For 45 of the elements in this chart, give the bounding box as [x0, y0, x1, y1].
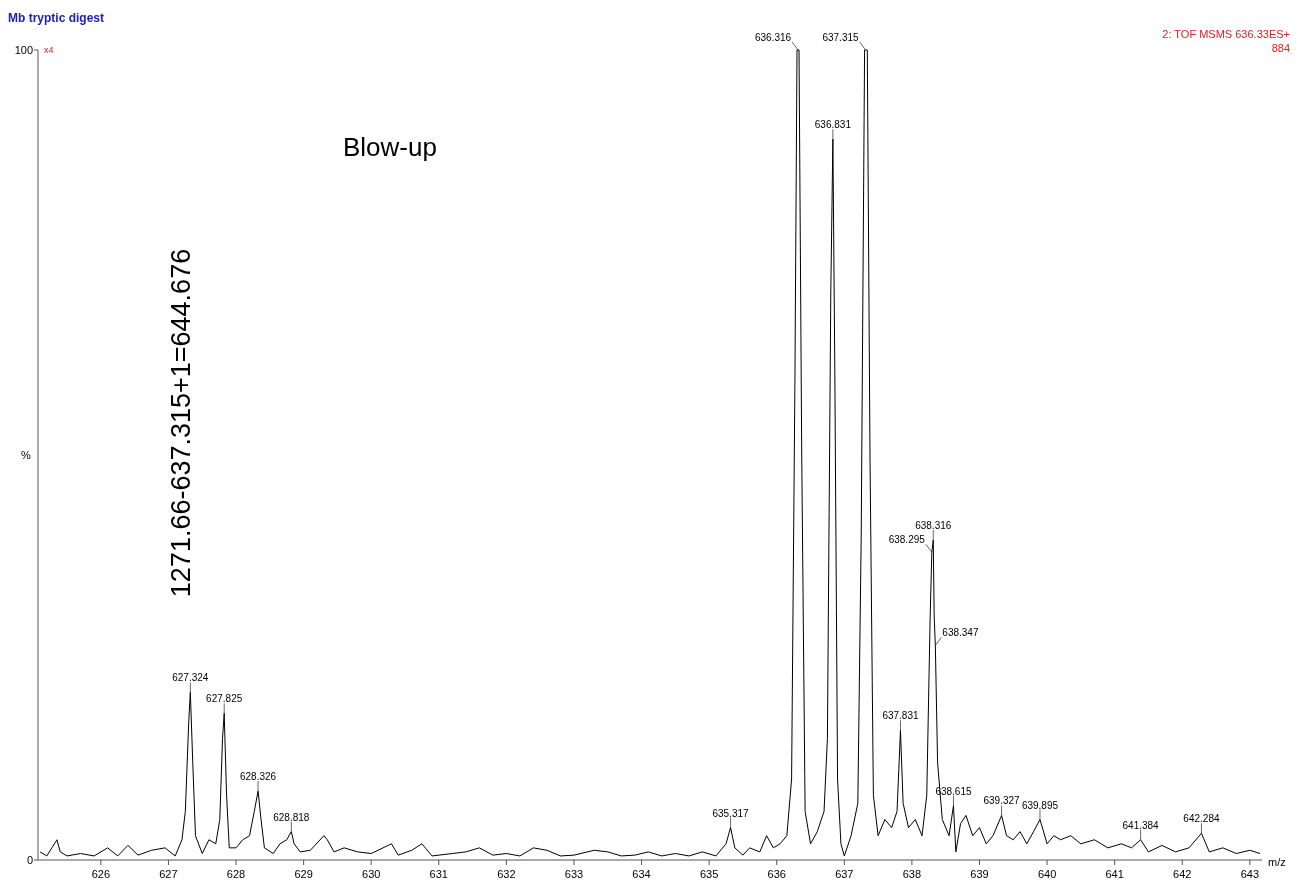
x-tick-label: 632	[497, 868, 516, 880]
annotation: 638.316	[915, 520, 952, 532]
x-tick-label: 636	[767, 868, 786, 880]
x-tick-label: 627	[159, 868, 178, 880]
x-tick-label: 629	[294, 868, 313, 880]
text: 2: TOF MSMS 636.33ES+	[1162, 28, 1290, 40]
x-tick-label: 631	[429, 868, 448, 880]
y-tick-label: 0	[26, 854, 33, 866]
annotation: 642.284	[1183, 813, 1220, 825]
annotation: 635.317	[712, 807, 750, 819]
x-tick-label: 639	[970, 868, 989, 880]
annotation: Blow-up	[343, 132, 437, 162]
x-tick-label: 634	[632, 868, 651, 880]
x-tick-label: 638	[902, 868, 922, 880]
x-tick-label: 637	[835, 868, 854, 880]
x-tick-label: 633	[564, 868, 584, 880]
annotation: 636.831	[814, 119, 852, 131]
annotation: 636.316	[754, 32, 792, 43]
text: 884	[1271, 42, 1290, 54]
x-tick-label: 643	[1240, 868, 1260, 880]
y-tick-label: 100	[14, 44, 33, 56]
annotation: 637.315	[822, 32, 860, 43]
annotation: 638.615	[935, 785, 972, 797]
annotation: 641.384	[1122, 819, 1160, 831]
y-axis-title: %	[21, 449, 32, 461]
annotation: x4	[44, 45, 54, 55]
x-tick-label: 640	[1037, 868, 1057, 880]
annotation: 628.326	[239, 771, 277, 783]
annotation: 639.895	[1021, 799, 1059, 811]
x-tick-label: 641	[1105, 868, 1124, 880]
annotation: 1271.66-637.315+1=644.676	[166, 248, 196, 598]
annotation: 638.347	[942, 627, 979, 639]
annotation: 628.818	[273, 811, 310, 823]
annotation: 627.825	[206, 693, 243, 705]
annotation: 639.327	[983, 795, 1021, 807]
x-tick-label: 626	[91, 868, 111, 880]
x-tick-label: 642	[1173, 868, 1192, 880]
annotation: 627.324	[172, 672, 209, 684]
x-axis-title: m/z	[1268, 856, 1286, 868]
x-tick-label: 628	[226, 868, 246, 880]
annotation: 637.831	[882, 710, 919, 722]
x-tick-label: 630	[362, 868, 381, 880]
chart-title: Mb tryptic digest	[8, 11, 105, 25]
annotation: 638.295	[888, 534, 926, 546]
x-tick-label: 635	[699, 868, 719, 880]
